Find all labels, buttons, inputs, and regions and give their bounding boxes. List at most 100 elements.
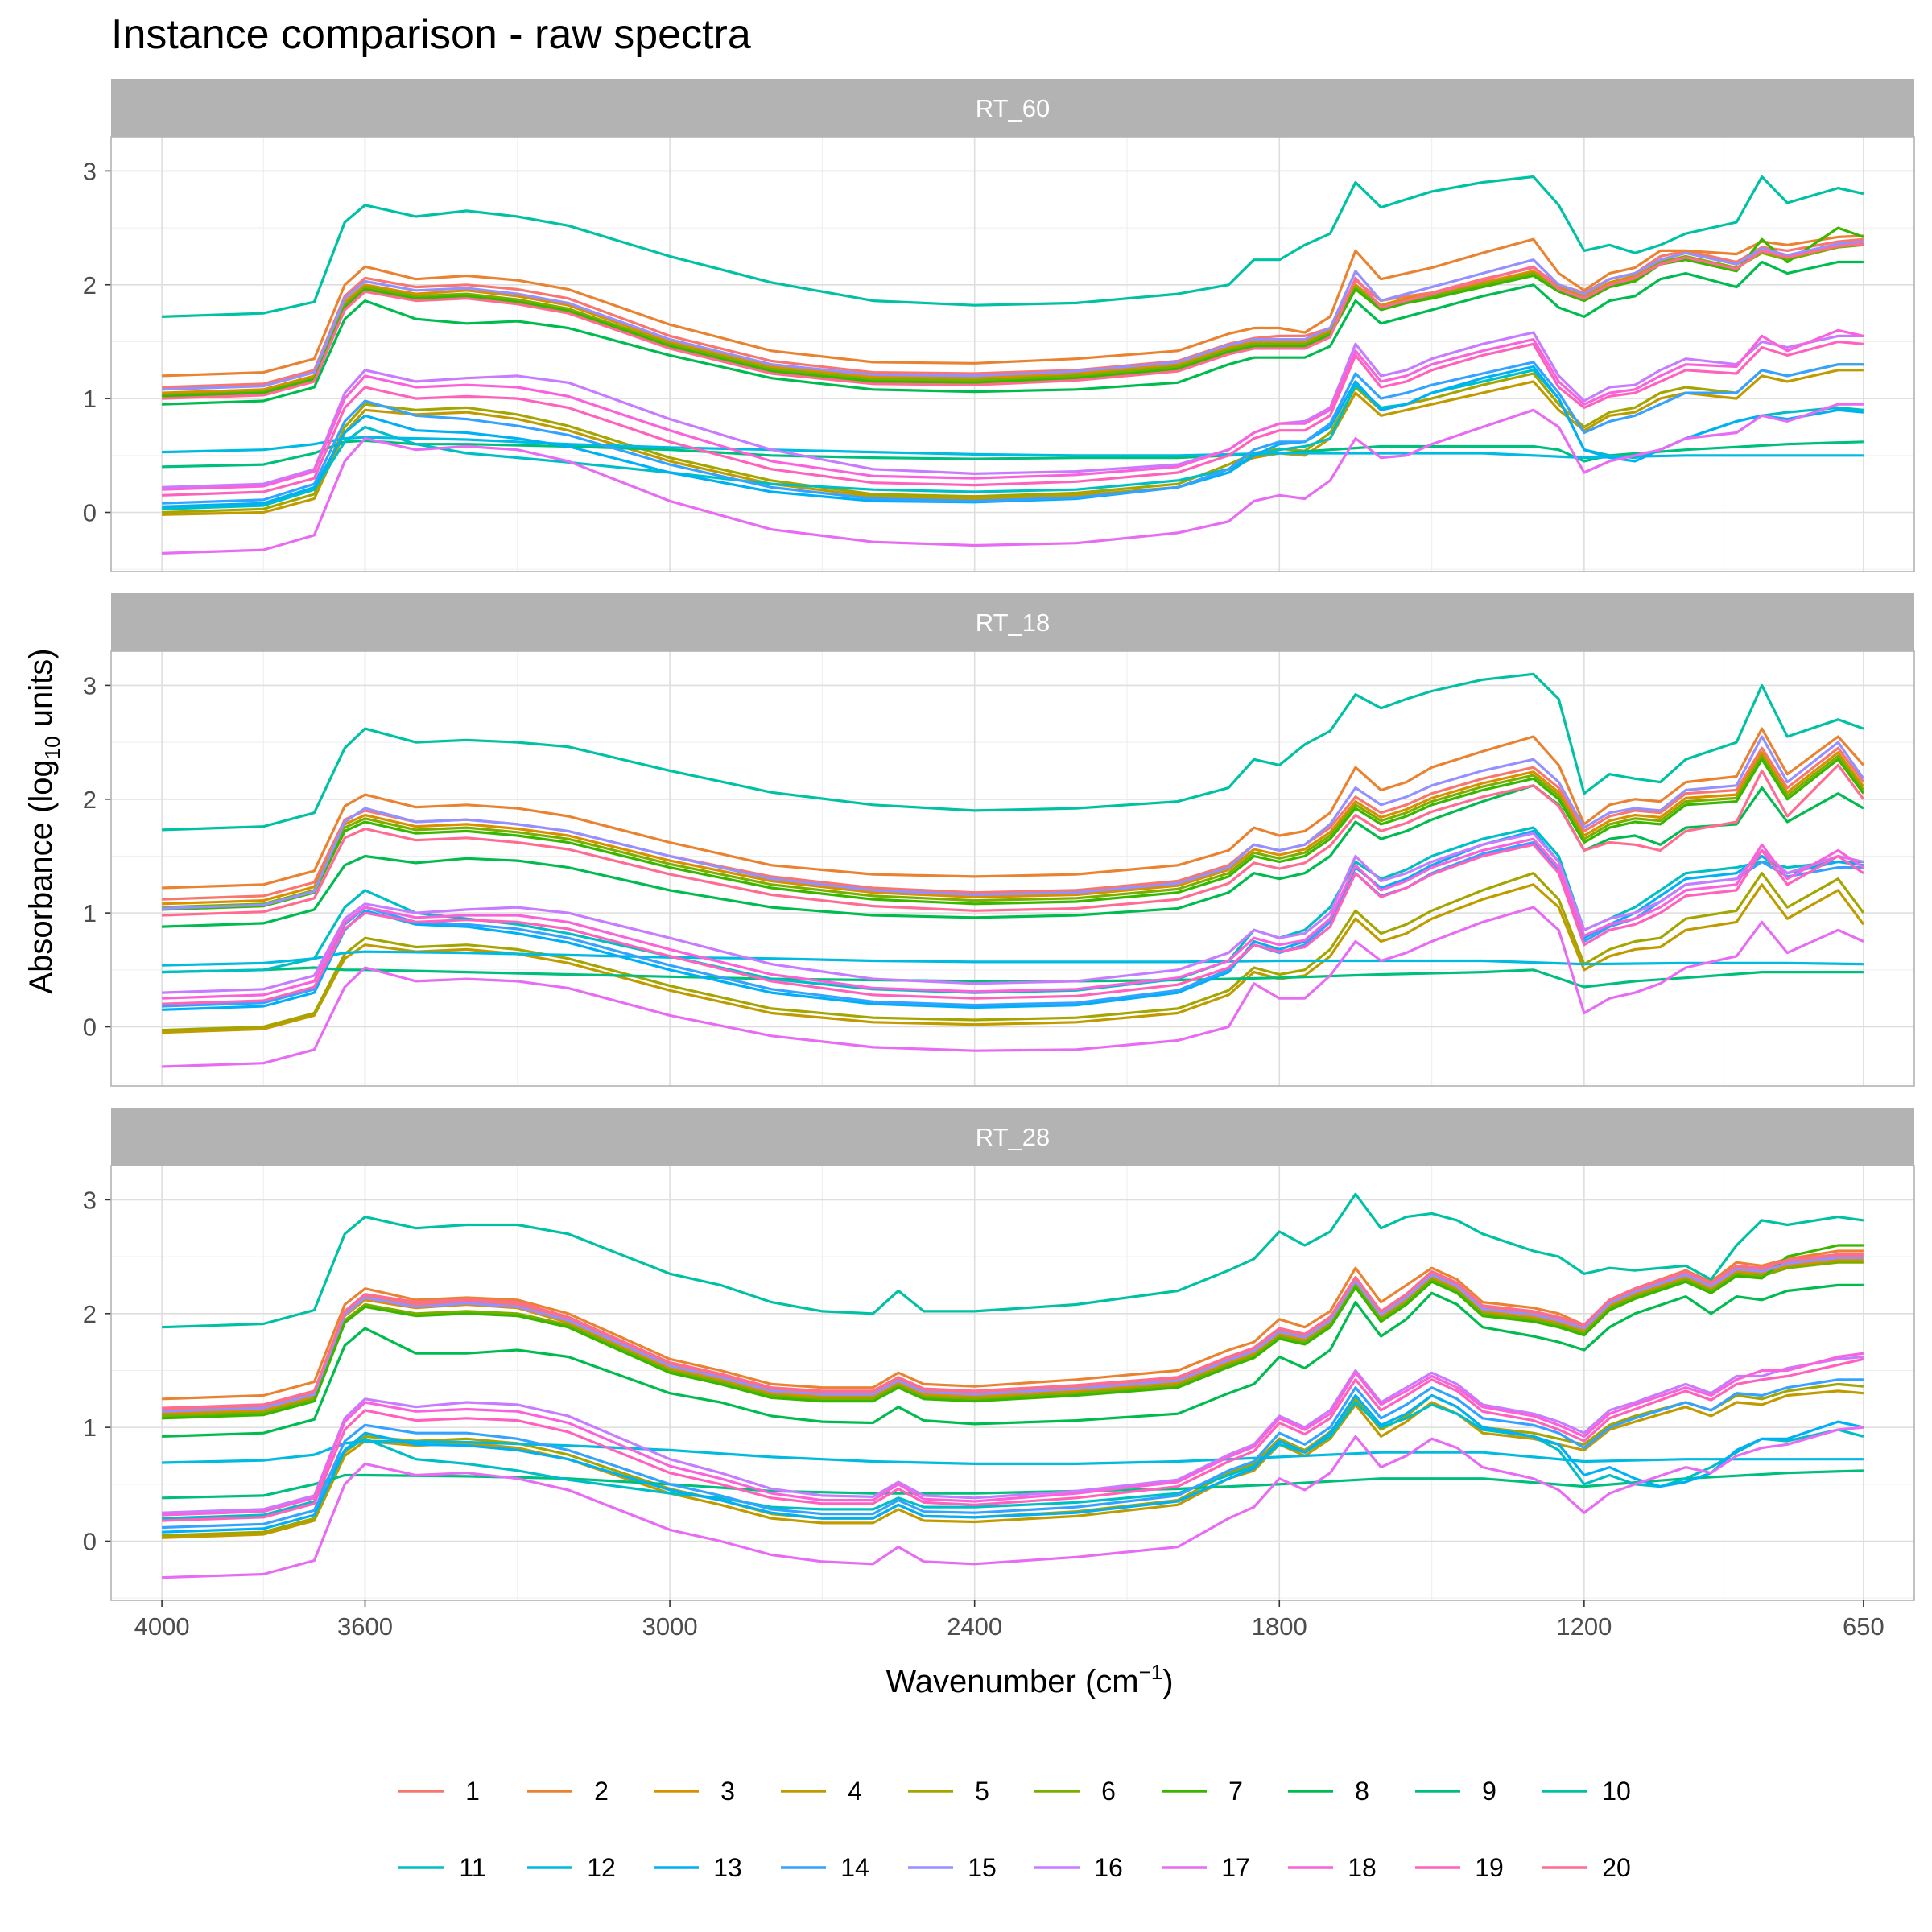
series-line-12 bbox=[162, 1439, 1864, 1465]
legend-label: 10 bbox=[1602, 1777, 1631, 1806]
series-line-6 bbox=[162, 754, 1865, 909]
series-line-4 bbox=[162, 883, 1865, 1034]
plot-border bbox=[110, 1165, 1915, 1601]
legend-item-3: 3 bbox=[654, 1777, 735, 1806]
series-line-8 bbox=[162, 1283, 1864, 1438]
y-tick-label: 0 bbox=[83, 1527, 97, 1555]
series-line-19 bbox=[162, 340, 1864, 497]
series-line-15 bbox=[162, 240, 1864, 391]
x-axis: 4000 3600 3000 2400 1800 1200 650 bbox=[134, 1600, 1885, 1641]
series-line-14 bbox=[162, 1378, 1864, 1530]
legend-item-5: 5 bbox=[908, 1777, 989, 1806]
facet-strip-label: RT_28 bbox=[976, 1123, 1051, 1151]
series-line-7 bbox=[162, 1244, 1864, 1420]
y-axis-title-sub: 10 bbox=[40, 736, 64, 759]
plot-area bbox=[111, 137, 1914, 572]
y-tick-label: 2 bbox=[83, 271, 97, 299]
legend-item-2: 2 bbox=[527, 1777, 609, 1806]
legend-item-1: 1 bbox=[398, 1777, 480, 1806]
series-line-10 bbox=[162, 175, 1864, 318]
legend-label: 8 bbox=[1355, 1777, 1369, 1806]
legend-item-13: 13 bbox=[654, 1853, 742, 1882]
legend-label: 13 bbox=[713, 1853, 742, 1882]
legend-label: 5 bbox=[975, 1777, 989, 1806]
series-line-16 bbox=[162, 832, 1864, 994]
legend-label: 1 bbox=[465, 1777, 480, 1806]
facet-strip bbox=[111, 79, 1914, 137]
legend-item-10: 10 bbox=[1542, 1777, 1631, 1806]
x-tick-label: 650 bbox=[1843, 1612, 1885, 1641]
legend-item-20: 20 bbox=[1542, 1853, 1631, 1882]
series-lines bbox=[162, 175, 1864, 555]
series-line-17 bbox=[162, 1426, 1864, 1579]
x-axis-title: Wavenumber (cm−1) bbox=[886, 1660, 1173, 1699]
facet-strip bbox=[111, 1108, 1914, 1166]
facet-strip-label: RT_60 bbox=[976, 94, 1051, 122]
series-line-17 bbox=[162, 906, 1864, 1068]
series-line-18 bbox=[162, 1352, 1864, 1517]
series-line-14 bbox=[162, 361, 1864, 505]
facet-strip bbox=[111, 593, 1914, 651]
y-tick-label: 3 bbox=[83, 1186, 97, 1214]
series-line-2 bbox=[162, 727, 1865, 890]
legend-label: 15 bbox=[968, 1853, 997, 1882]
series-line-2 bbox=[162, 234, 1864, 378]
legend-label: 11 bbox=[459, 1853, 485, 1882]
legend-item-4: 4 bbox=[781, 1777, 862, 1806]
plot-border bbox=[110, 650, 1915, 1087]
legend-label: 18 bbox=[1348, 1853, 1377, 1882]
x-tick-label: 1200 bbox=[1556, 1612, 1612, 1641]
y-tick-label: 3 bbox=[83, 157, 97, 185]
x-axis-title-sup: −1 bbox=[1139, 1660, 1163, 1684]
legend-label: 9 bbox=[1482, 1777, 1496, 1806]
series-line-10 bbox=[162, 672, 1864, 832]
legend-label: 17 bbox=[1221, 1853, 1250, 1882]
x-tick-label: 4000 bbox=[134, 1612, 190, 1641]
legend-item-17: 17 bbox=[1162, 1853, 1250, 1882]
y-tick-label: 1 bbox=[83, 899, 97, 927]
series-line-4 bbox=[162, 369, 1864, 516]
series-line-10 bbox=[162, 1192, 1864, 1329]
chart-title: Instance comparison - raw spectra bbox=[111, 11, 751, 58]
series-line-3 bbox=[162, 751, 1865, 906]
series-line-17 bbox=[162, 402, 1864, 555]
series-line-6 bbox=[162, 243, 1864, 397]
series-line-20 bbox=[162, 763, 1865, 917]
series-line-15 bbox=[162, 1256, 1864, 1413]
series-line-16 bbox=[162, 331, 1864, 489]
legend-label: 14 bbox=[840, 1853, 869, 1882]
legend-label: 20 bbox=[1602, 1853, 1631, 1882]
series-lines bbox=[162, 672, 1865, 1068]
series-line-16 bbox=[162, 1355, 1864, 1514]
x-tick-label: 1800 bbox=[1252, 1612, 1307, 1641]
x-tick-label: 3000 bbox=[642, 1612, 698, 1641]
legend-item-19: 19 bbox=[1415, 1853, 1504, 1882]
legend-item-6: 6 bbox=[1034, 1777, 1116, 1806]
legend-item-15: 15 bbox=[908, 1853, 997, 1882]
legend-item-18: 18 bbox=[1288, 1853, 1377, 1882]
series-lines bbox=[162, 1192, 1864, 1579]
series-line-18 bbox=[162, 837, 1864, 1000]
series-line-20 bbox=[162, 1253, 1864, 1410]
y-axis-title-close: units) bbox=[23, 648, 59, 736]
plot-border bbox=[110, 136, 1915, 572]
y-tick-label: 1 bbox=[83, 1414, 97, 1442]
legend-item-7: 7 bbox=[1162, 1777, 1243, 1806]
legend-label: 6 bbox=[1101, 1777, 1116, 1806]
legend-item-8: 8 bbox=[1288, 1777, 1369, 1806]
y-tick-label: 2 bbox=[83, 786, 97, 814]
x-tick-label: 2400 bbox=[947, 1612, 1002, 1641]
panel-RT_28: RT_28 0 1 2 3 bbox=[83, 1108, 1915, 1601]
series-line-8 bbox=[162, 784, 1864, 928]
series-line-19 bbox=[162, 1357, 1864, 1522]
legend-item-12: 12 bbox=[527, 1853, 616, 1882]
panel-RT_18: RT_18 0 1 2 3 bbox=[83, 593, 1915, 1087]
series-line-8 bbox=[162, 260, 1864, 406]
legend-item-9: 9 bbox=[1415, 1777, 1496, 1806]
x-axis-title-close: ) bbox=[1162, 1664, 1173, 1699]
series-line-12 bbox=[162, 950, 1864, 967]
series-line-1 bbox=[162, 237, 1864, 389]
series-line-20 bbox=[162, 242, 1864, 400]
facet-strip-label: RT_18 bbox=[976, 609, 1051, 637]
